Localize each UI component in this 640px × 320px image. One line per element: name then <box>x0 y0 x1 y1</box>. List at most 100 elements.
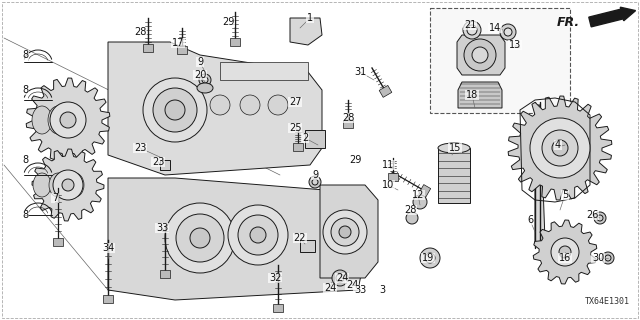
Text: 31: 31 <box>354 67 366 77</box>
Text: 30: 30 <box>592 253 604 263</box>
Circle shape <box>210 95 230 115</box>
Text: 6: 6 <box>527 215 533 225</box>
Circle shape <box>199 74 211 86</box>
Text: 29: 29 <box>222 17 234 27</box>
Text: 24: 24 <box>336 273 348 283</box>
Text: 8: 8 <box>22 210 28 220</box>
Circle shape <box>240 95 260 115</box>
Text: 18: 18 <box>466 90 478 100</box>
Ellipse shape <box>49 173 67 197</box>
Circle shape <box>551 238 579 266</box>
Circle shape <box>268 95 288 115</box>
Polygon shape <box>108 42 322 175</box>
Text: 21: 21 <box>464 20 476 30</box>
Circle shape <box>464 39 496 71</box>
Ellipse shape <box>32 106 52 134</box>
Text: 28: 28 <box>404 205 416 215</box>
Circle shape <box>559 246 571 258</box>
Text: 17: 17 <box>172 38 184 48</box>
Text: 26: 26 <box>586 210 598 220</box>
Polygon shape <box>305 130 325 148</box>
Polygon shape <box>388 173 398 181</box>
Circle shape <box>336 274 344 282</box>
Polygon shape <box>160 160 170 170</box>
Circle shape <box>165 203 235 273</box>
Polygon shape <box>160 269 170 278</box>
Text: 9: 9 <box>312 170 318 180</box>
Polygon shape <box>508 96 612 200</box>
Polygon shape <box>343 120 353 128</box>
FancyArrow shape <box>589 7 636 27</box>
Circle shape <box>339 226 351 238</box>
Text: 29: 29 <box>349 155 361 165</box>
Text: 15: 15 <box>449 143 461 153</box>
Circle shape <box>602 252 614 264</box>
Polygon shape <box>458 82 502 108</box>
Polygon shape <box>457 35 505 75</box>
Text: 32: 32 <box>269 273 281 283</box>
Polygon shape <box>379 85 392 97</box>
Text: 19: 19 <box>422 253 434 263</box>
Circle shape <box>176 214 224 262</box>
Bar <box>430 8 570 113</box>
Circle shape <box>143 78 207 142</box>
Circle shape <box>530 118 590 178</box>
Polygon shape <box>220 62 308 80</box>
Polygon shape <box>177 46 187 53</box>
Circle shape <box>60 112 76 128</box>
Text: 13: 13 <box>509 40 521 50</box>
Polygon shape <box>300 240 315 252</box>
Circle shape <box>594 212 606 224</box>
Circle shape <box>250 227 266 243</box>
Circle shape <box>332 270 348 286</box>
Ellipse shape <box>33 173 51 197</box>
Text: 33: 33 <box>354 285 366 295</box>
Circle shape <box>309 176 321 188</box>
Circle shape <box>504 28 512 36</box>
Text: 8: 8 <box>22 50 28 60</box>
Polygon shape <box>273 304 283 312</box>
Text: 24: 24 <box>324 283 336 293</box>
Circle shape <box>323 210 367 254</box>
Polygon shape <box>293 143 303 151</box>
Circle shape <box>50 102 86 138</box>
Circle shape <box>413 195 427 209</box>
Text: 22: 22 <box>294 233 307 243</box>
Circle shape <box>165 100 185 120</box>
Circle shape <box>406 212 418 224</box>
Text: 5: 5 <box>562 190 568 200</box>
Text: 34: 34 <box>102 243 114 253</box>
Ellipse shape <box>65 106 85 134</box>
Circle shape <box>542 130 578 166</box>
Text: 23: 23 <box>152 157 164 167</box>
Text: 23: 23 <box>134 143 146 153</box>
Polygon shape <box>26 78 110 162</box>
Circle shape <box>500 24 516 40</box>
Circle shape <box>238 215 278 255</box>
Text: 27: 27 <box>289 97 301 107</box>
Text: 8: 8 <box>22 85 28 95</box>
Circle shape <box>202 77 208 83</box>
Polygon shape <box>143 44 153 52</box>
Text: 11: 11 <box>382 160 394 170</box>
Text: 2: 2 <box>302 133 308 143</box>
Circle shape <box>605 255 611 261</box>
Text: 25: 25 <box>289 123 301 133</box>
Polygon shape <box>32 149 104 221</box>
Circle shape <box>467 25 477 35</box>
Text: FR.: FR. <box>557 15 580 28</box>
Text: 10: 10 <box>382 180 394 190</box>
Text: 4: 4 <box>555 140 561 150</box>
Circle shape <box>552 140 568 156</box>
Text: 28: 28 <box>342 113 354 123</box>
Circle shape <box>190 228 210 248</box>
Text: 7: 7 <box>52 193 58 203</box>
Text: 33: 33 <box>156 223 168 233</box>
Text: 24: 24 <box>346 280 358 290</box>
Ellipse shape <box>197 83 213 93</box>
Text: TX64E1301: TX64E1301 <box>585 297 630 306</box>
Polygon shape <box>290 18 322 45</box>
Polygon shape <box>438 148 470 203</box>
Polygon shape <box>320 185 378 278</box>
Ellipse shape <box>438 143 470 153</box>
